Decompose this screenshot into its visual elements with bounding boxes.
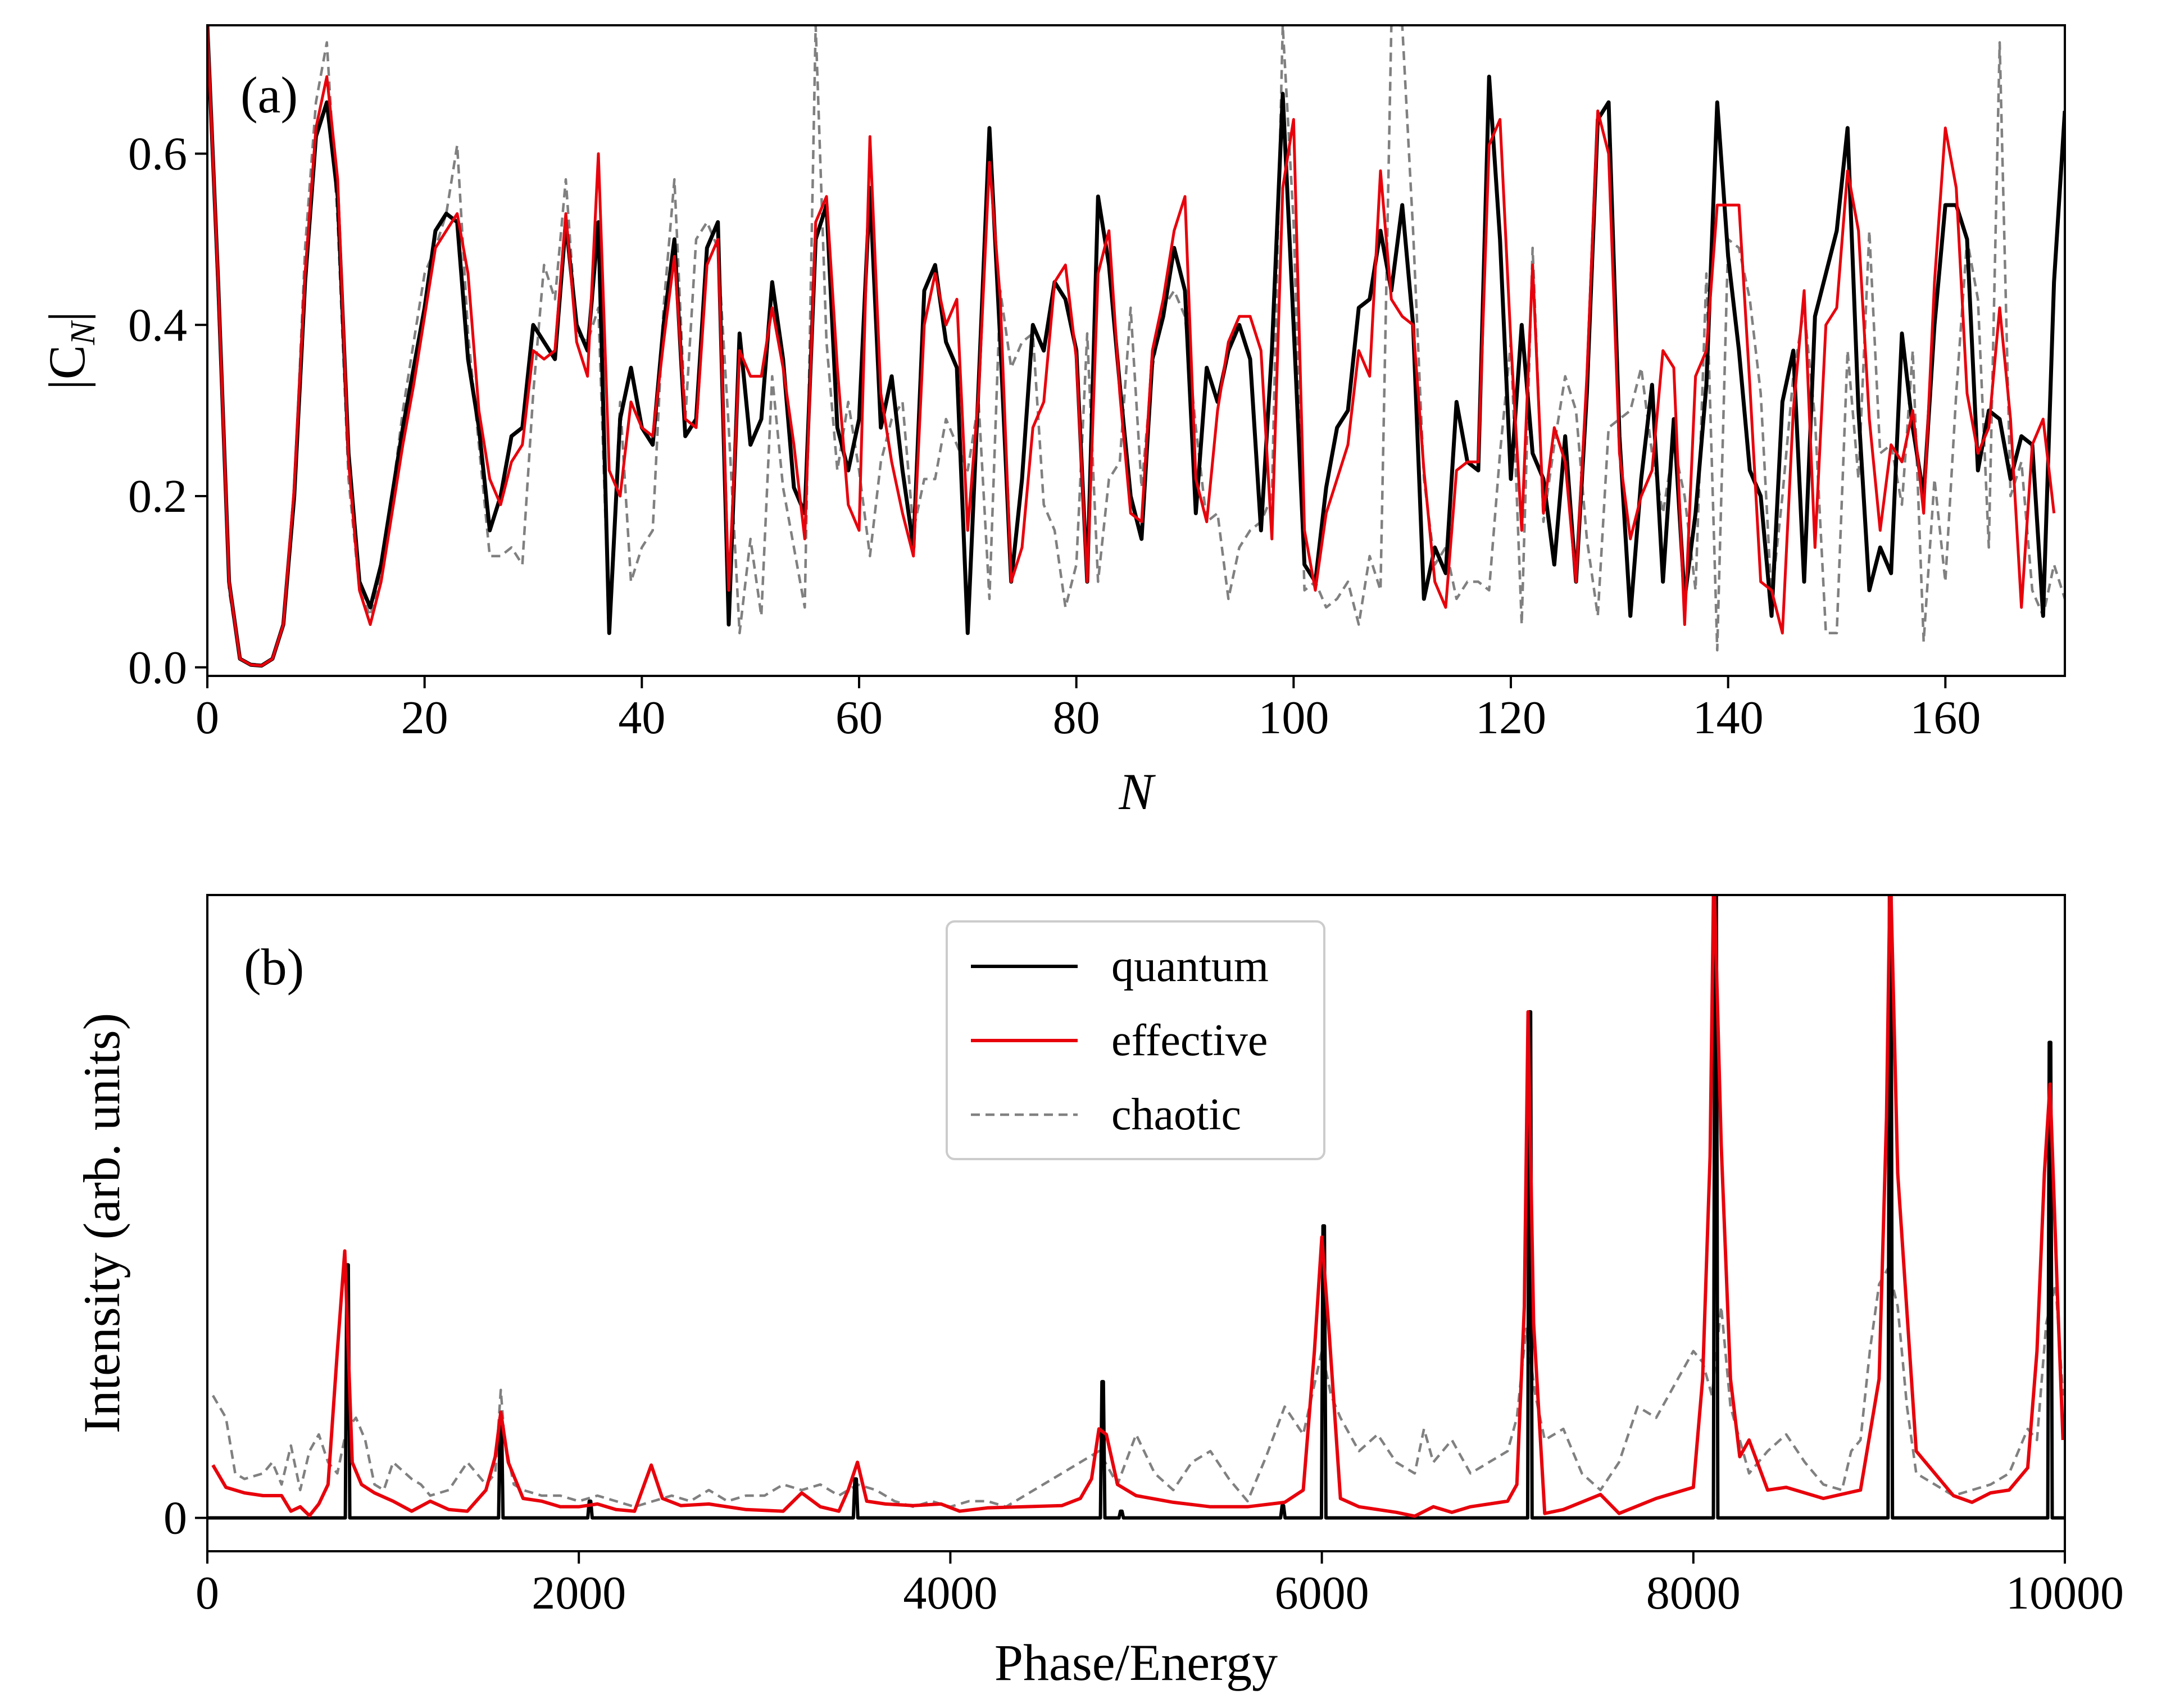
legend-box	[946, 920, 1325, 1160]
x-tick-label: 60	[835, 692, 883, 744]
y-tick-label: 0.0	[128, 642, 187, 694]
panel-a-series-effective	[207, 25, 2056, 667]
panel-b-series	[207, 895, 2065, 1520]
legend-label-effective: effective	[1111, 1016, 1268, 1065]
panel-b-frame	[206, 894, 2066, 1552]
x-tick-label: 120	[1475, 692, 1546, 744]
panel-b-x-ticks: 0 2000 4000 6000 8000 10000	[196, 1551, 2124, 1619]
panel-a-series	[207, 25, 2065, 668]
panel-b-label: (b)	[244, 938, 304, 996]
panel-b-y-ticks: 0	[164, 1492, 207, 1545]
x-tick-label: 20	[401, 692, 448, 744]
panel-a-label: (a)	[240, 66, 298, 124]
y-tick-label: 0.2	[128, 470, 187, 523]
x-tick-label: 140	[1693, 692, 1764, 744]
x-tick-label: 2000	[532, 1567, 626, 1619]
x-tick-label: 0	[196, 1567, 219, 1619]
panel-b-series-effective	[211, 895, 2065, 1518]
x-tick-label: 100	[1258, 692, 1329, 744]
panel-b: 0 2000 4000 6000 8000 10000 0 (b) Phase/Energ…	[73, 894, 2124, 1691]
x-tick-label: 0	[196, 692, 219, 744]
x-tick-label: 4000	[903, 1567, 997, 1619]
panel-a-y-axis-label-subscript: N	[64, 320, 102, 346]
x-tick-label: 80	[1053, 692, 1100, 744]
legend-label-chaotic: chaotic	[1111, 1090, 1241, 1139]
panel-a-y-ticks: 0.0 0.2 0.4 0.6	[128, 128, 207, 694]
panel-b-y-axis-label: Intensity (arb. units)	[73, 1013, 130, 1434]
panel-a: 0 20 40 60 80 100 120 140 160 0.0 0.2 0.4 0.6 (a) N…	[38, 24, 2066, 820]
y-tick-label: 0.4	[128, 299, 187, 351]
panel-b-x-axis-label: Phase/Energy	[995, 1634, 1278, 1691]
legend-label-quantum: quantum	[1111, 942, 1269, 991]
panel-a-y-axis-label: |CN|	[38, 311, 102, 390]
x-tick-label: 40	[618, 692, 665, 744]
x-tick-label: 10000	[2006, 1567, 2124, 1619]
panel-b-legend: quantum effective chaotic	[946, 920, 1325, 1160]
y-tick-label: 0.6	[128, 128, 187, 180]
panel-a-frame	[206, 24, 2066, 677]
panel-a-x-ticks: 0 20 40 60 80 100 120 140 160	[196, 676, 1981, 744]
panel-a-x-axis-label: N	[1118, 763, 1156, 820]
x-tick-label: 160	[1910, 692, 1981, 744]
panel-a-series-chaotic	[207, 25, 2065, 666]
x-tick-label: 8000	[1646, 1567, 1741, 1619]
x-tick-label: 6000	[1275, 1567, 1369, 1619]
y-tick-label: 0	[164, 1492, 187, 1545]
panel-b-series-quantum	[207, 895, 2065, 1520]
